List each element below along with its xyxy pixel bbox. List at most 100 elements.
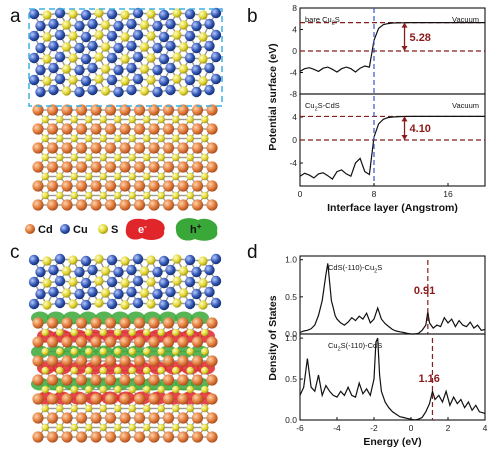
x-tick-label: -6 [296, 423, 304, 433]
s-atom [120, 10, 130, 20]
cu-atom [165, 40, 176, 52]
y-tick-label: 0.0 [285, 415, 297, 425]
s-atom [142, 404, 151, 413]
s-atom [99, 423, 108, 432]
s-atom [99, 385, 108, 394]
s-atom [61, 288, 72, 298]
cd-atom [46, 374, 59, 386]
cd-atom [75, 317, 88, 329]
s-atom [200, 423, 209, 432]
cd-atom [119, 374, 131, 386]
s-atom [41, 191, 50, 200]
cd-atom [46, 336, 59, 348]
s-atom [142, 366, 151, 375]
cu-atom [126, 84, 137, 96]
s-atom [198, 32, 208, 42]
cd-atom [119, 393, 131, 405]
interface-box [28, 8, 223, 107]
cu-atom [54, 7, 66, 19]
s-atom [128, 115, 137, 124]
cd-atom [46, 123, 59, 135]
cu-atom [204, 62, 215, 74]
s-atom [171, 328, 180, 337]
s-atom [200, 404, 209, 413]
cd-atom [104, 180, 117, 192]
cd-atom [206, 355, 218, 367]
s-atom [200, 347, 209, 356]
cu-atom [204, 286, 215, 298]
cu-atom [113, 288, 124, 300]
s-atom [146, 75, 156, 85]
cd-atom [75, 180, 88, 192]
cu-atom [74, 86, 85, 98]
cd-atom [75, 393, 88, 405]
atoms-panel-a [28, 7, 222, 211]
x-tick-label: -2 [370, 423, 378, 433]
s-atom [70, 385, 79, 394]
cu-atom [106, 276, 118, 288]
cd-atom [61, 199, 73, 211]
s-atom [84, 328, 93, 337]
chart-potential-surface: 8 4 0 -4 -8 bare Cu2S Vacuum 5.28 4 0 -4 Cu2S-CdS Va… [267, 3, 486, 214]
cd-atom [162, 123, 175, 135]
cu-atom [191, 266, 202, 278]
s-atom [178, 42, 189, 52]
cd-atom [32, 161, 44, 173]
cu-atom [191, 42, 202, 54]
cd-atom [32, 142, 44, 154]
s-atom [68, 277, 78, 287]
s-atom [41, 423, 50, 432]
s-atom [70, 404, 79, 413]
cu-atom [132, 29, 144, 41]
cu-atom [210, 275, 222, 287]
cd-atom [90, 355, 102, 367]
s-atom [200, 153, 209, 162]
cu-atom [184, 74, 196, 86]
cd-atom [119, 104, 131, 116]
cd-atom [90, 104, 102, 116]
panel-label-a: a [10, 6, 21, 27]
s-atom [200, 191, 209, 200]
cd-atom [61, 355, 73, 367]
s-atom [113, 191, 122, 200]
s-atom [94, 74, 104, 84]
arrow-head-up [401, 22, 408, 28]
cd-atom [177, 142, 189, 154]
cu-atom [106, 52, 118, 64]
cd-atom [191, 199, 204, 211]
s-atom [94, 52, 104, 62]
s-atom [120, 32, 130, 42]
s-atom [128, 153, 137, 162]
s-atom [128, 172, 137, 181]
cd-atom [177, 355, 189, 367]
s-atom [113, 366, 122, 375]
s-atom [41, 366, 50, 375]
s-atom [41, 404, 50, 413]
cd-atom [206, 431, 218, 443]
cd-legend-label: Cd [38, 224, 53, 236]
cd-atom [104, 123, 117, 135]
cu-atom [106, 298, 118, 310]
s-atom [99, 404, 108, 413]
cd-atom [133, 355, 146, 367]
y-axis-label: Density of States [267, 295, 279, 380]
s-atom [171, 366, 180, 375]
cd-atom [162, 104, 175, 116]
cu-atom [132, 253, 144, 265]
cu-legend-icon [60, 224, 70, 234]
cu-atom [113, 20, 124, 32]
cu-atom [74, 42, 85, 54]
s-atom [113, 134, 122, 143]
cd-atom [32, 104, 44, 116]
cd-atom [46, 161, 59, 173]
cu-atom [184, 30, 196, 42]
s-atom [42, 256, 52, 266]
x-tick-label: 8 [372, 189, 377, 199]
s-atom [99, 153, 108, 162]
s-atom [41, 328, 50, 337]
cd-atom [119, 123, 131, 135]
cd-atom [90, 199, 102, 211]
s-atom [200, 115, 209, 124]
s-atom [113, 153, 122, 162]
cd-atom [46, 431, 59, 443]
